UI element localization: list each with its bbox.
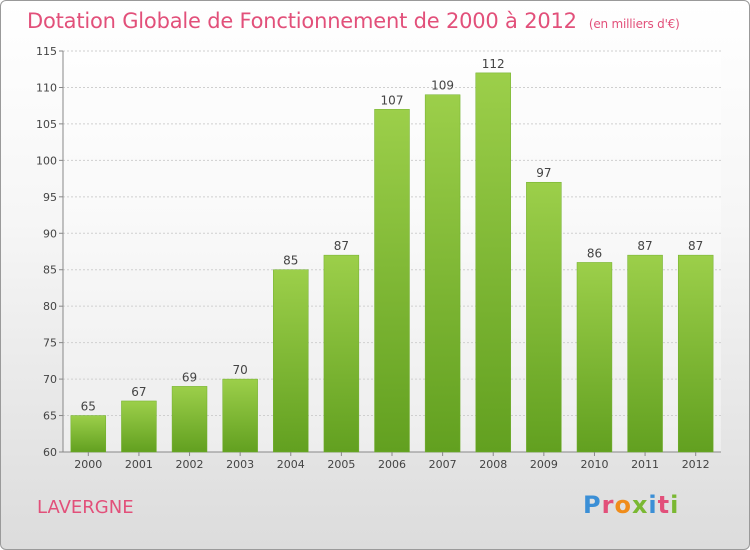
logo-letter: i (648, 491, 658, 519)
logo-letter: o (614, 491, 632, 519)
x-tick-label: 2002 (176, 458, 204, 471)
bar (70, 415, 107, 453)
bar (424, 94, 461, 453)
data-label: 69 (182, 370, 197, 384)
x-tick-label: 2008 (479, 458, 507, 471)
y-tick-label: 65 (43, 410, 57, 423)
data-label: 97 (536, 166, 551, 180)
bar (222, 378, 258, 453)
bar (323, 254, 360, 453)
x-tick-label: 2010 (580, 458, 608, 471)
y-tick-label: 60 (43, 446, 57, 459)
y-tick-label: 85 (43, 264, 57, 277)
x-tick-label: 2005 (327, 458, 355, 471)
data-label: 86 (587, 246, 602, 260)
bar (677, 254, 714, 453)
data-label: 112 (482, 57, 505, 71)
y-tick-label: 100 (36, 154, 57, 167)
x-tick-label: 2009 (530, 458, 558, 471)
chart-title-text: Dotation Globale de Fonctionnement de 20… (27, 9, 577, 33)
data-label: 107 (381, 93, 404, 107)
chart-title: Dotation Globale de Fonctionnement de 20… (27, 9, 680, 33)
bar (273, 269, 309, 453)
bar (627, 254, 663, 453)
proxiti-logo[interactable]: Proxiti (583, 491, 679, 519)
data-label: 87 (637, 239, 652, 253)
bar (526, 181, 562, 453)
x-tick-label: 2004 (277, 458, 305, 471)
bar (576, 262, 613, 453)
y-tick-label: 95 (43, 191, 57, 204)
logo-letter: P (583, 491, 602, 519)
logo-letter: r (601, 491, 615, 519)
data-label: 109 (431, 79, 454, 93)
data-label: 65 (81, 400, 96, 414)
data-label: 85 (283, 254, 298, 268)
bar (374, 109, 410, 453)
bar (171, 386, 208, 453)
y-tick-label: 70 (43, 373, 57, 386)
y-tick-label: 115 (36, 45, 57, 58)
x-tick-label: 2011 (631, 458, 659, 471)
logo-letter: t (657, 491, 671, 519)
data-label: 70 (233, 363, 248, 377)
chart-subtitle: (en milliers d'€) (588, 17, 680, 31)
x-tick-label: 2007 (429, 458, 457, 471)
x-tick-label: 2001 (125, 458, 153, 471)
place-name: LAVERGNE (37, 497, 134, 518)
data-label: 87 (688, 239, 703, 253)
y-tick-label: 75 (43, 337, 57, 350)
data-label: 87 (334, 239, 349, 253)
bar (121, 400, 157, 453)
x-tick-label: 2000 (74, 458, 102, 471)
x-tick-label: 2003 (226, 458, 254, 471)
y-tick-label: 105 (36, 118, 57, 131)
logo-letter: x (631, 491, 649, 519)
logo-letter: i (670, 491, 680, 519)
bar (475, 72, 511, 453)
y-tick-label: 90 (43, 227, 57, 240)
y-tick-label: 80 (43, 300, 57, 313)
x-tick-label: 2006 (378, 458, 406, 471)
data-label: 67 (131, 385, 146, 399)
y-tick-label: 110 (36, 81, 57, 94)
x-tick-label: 2012 (682, 458, 710, 471)
